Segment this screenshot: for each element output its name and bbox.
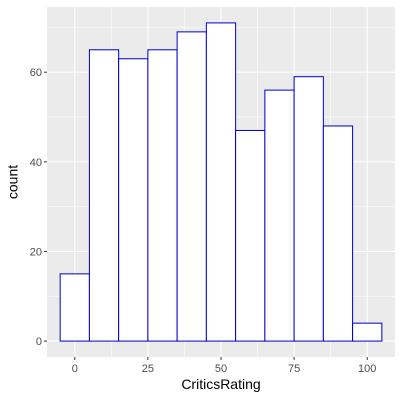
x-tick-label: 100 bbox=[358, 363, 376, 375]
histogram-bar bbox=[294, 77, 323, 341]
histogram-bar bbox=[177, 32, 206, 341]
y-tick-label: 60 bbox=[30, 67, 42, 79]
y-tick-label: 0 bbox=[36, 336, 42, 348]
x-tick-label: 0 bbox=[72, 363, 78, 375]
y-tick-label: 20 bbox=[30, 246, 42, 258]
y-axis-title: count bbox=[5, 165, 21, 199]
histogram-bar bbox=[148, 50, 177, 341]
histogram-bar bbox=[119, 59, 148, 341]
histogram-bar bbox=[60, 274, 89, 341]
histogram-bar bbox=[89, 50, 118, 341]
histogram-bar bbox=[353, 323, 382, 341]
x-axis-title: CriticsRating bbox=[181, 376, 260, 392]
histogram-bar bbox=[265, 90, 294, 341]
x-tick-label: 25 bbox=[142, 363, 154, 375]
x-tick-label: 50 bbox=[215, 363, 227, 375]
histogram-bar bbox=[323, 126, 352, 341]
y-tick-label: 40 bbox=[30, 157, 42, 169]
histogram-bar bbox=[236, 130, 265, 341]
x-tick-label: 75 bbox=[288, 363, 300, 375]
histogram-bar bbox=[206, 23, 235, 341]
